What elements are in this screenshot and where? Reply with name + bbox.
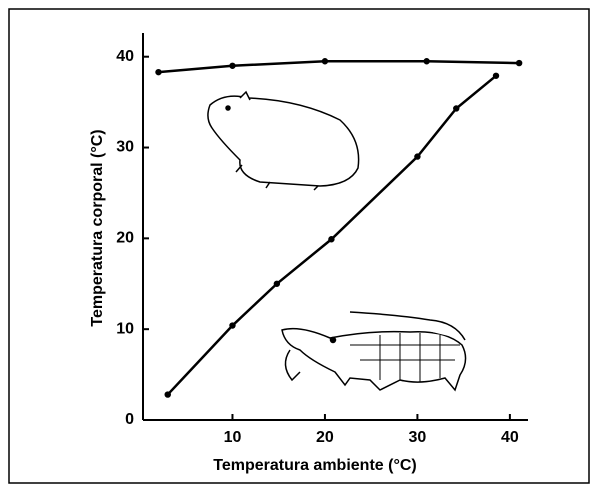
x-tick-label: 20 (316, 429, 334, 446)
data-point (155, 68, 162, 76)
y-tick-label: 40 (116, 48, 134, 65)
data-point (229, 322, 236, 329)
x-tick-label: 10 (224, 429, 242, 446)
x-tick-label: 30 (409, 429, 427, 446)
data-point (453, 105, 460, 112)
x-tick-label: 40 (501, 429, 519, 446)
data-point (414, 153, 421, 160)
data-point (273, 280, 281, 287)
data-point (321, 58, 329, 65)
y-tick-label: 30 (116, 139, 134, 156)
crocodile-illustration (281, 311, 467, 392)
data-point (515, 59, 523, 67)
data-point (328, 236, 335, 243)
data-point (423, 58, 430, 65)
data-point (492, 72, 500, 79)
y-axis-label: Temperatura corporal (°C) (89, 129, 106, 326)
x-axis-label: Temperatura ambiente (°C) (213, 457, 416, 474)
capybara-illustration (207, 90, 360, 191)
data-point (229, 62, 236, 69)
frame (8, 8, 590, 484)
y-tick-label: 20 (116, 230, 134, 247)
data-point (164, 391, 171, 398)
y-tick-label: 10 (116, 320, 134, 337)
y-tick-label: 0 (125, 411, 134, 428)
